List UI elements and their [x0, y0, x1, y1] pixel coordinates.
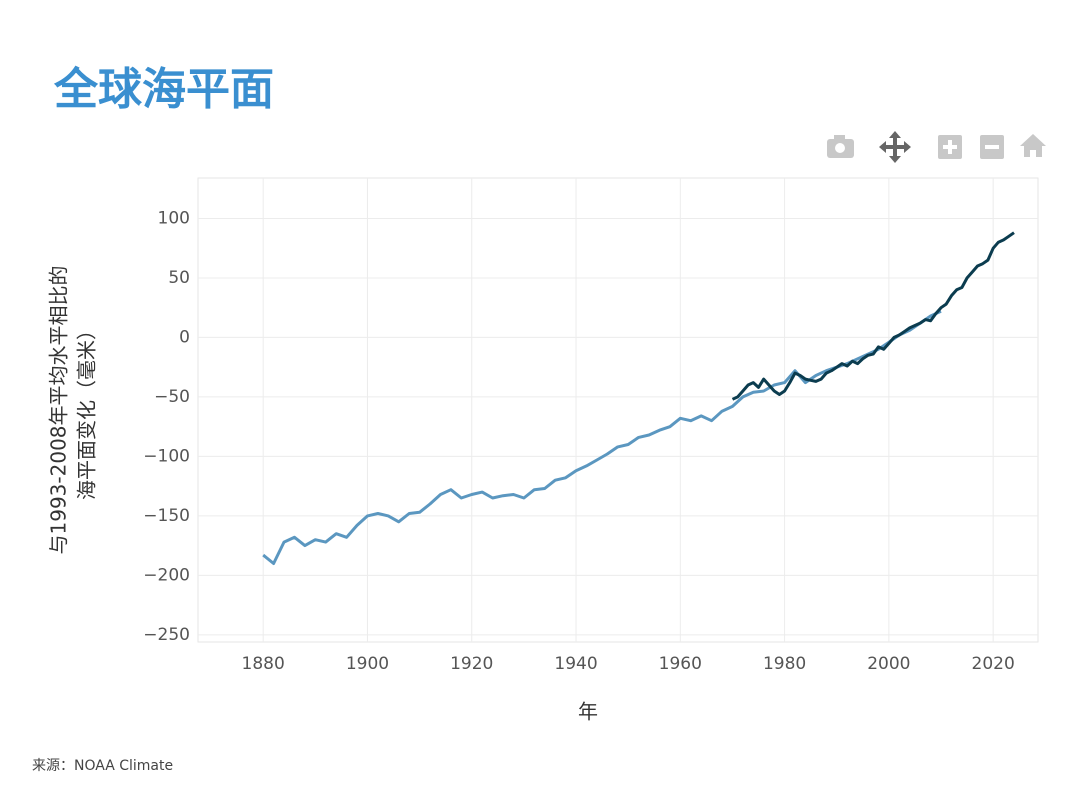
zoom-in-button[interactable] [938, 135, 962, 159]
y-tick-label: 0 [179, 327, 190, 347]
y-tick-label: −100 [143, 446, 190, 466]
x-tick-label: 1980 [763, 654, 806, 674]
x-tick-label: 2020 [972, 654, 1015, 674]
camera-button[interactable] [827, 135, 854, 158]
y-tick-label: −150 [143, 506, 190, 526]
x-axis-label: 年 [578, 700, 598, 724]
y-axis-label: 与1993-2008年平均水平相比的 海平面变化（毫米） [47, 265, 99, 554]
y-tick-label: −200 [143, 565, 190, 585]
x-tick-label: 1960 [659, 654, 702, 674]
y-tick-label: −250 [143, 625, 190, 645]
pan-button[interactable] [879, 131, 911, 163]
x-tick-label: 1940 [554, 654, 597, 674]
y-tick-label: 50 [168, 268, 190, 288]
y-tick-label: 100 [158, 208, 190, 228]
x-tick-label: 2000 [867, 654, 910, 674]
series-line [262, 309, 942, 565]
zoom-out-button[interactable] [980, 135, 1004, 159]
y-tick-label: −50 [154, 387, 190, 407]
plot-frame [197, 177, 1039, 643]
chart-title: 全球海平面 [53, 64, 274, 115]
toolbar [827, 131, 1046, 163]
reset-button[interactable] [1020, 134, 1046, 157]
x-tick-label: 1900 [346, 654, 389, 674]
y-axis-label-line: 与1993-2008年平均水平相比的 [47, 265, 71, 554]
series-line [731, 231, 1015, 401]
x-tick-label: 1880 [242, 654, 285, 674]
source-note: 来源：NOAA Climate [32, 758, 173, 774]
x-tick-label: 1920 [450, 654, 493, 674]
y-axis-label-line: 海平面变化（毫米） [75, 320, 99, 500]
